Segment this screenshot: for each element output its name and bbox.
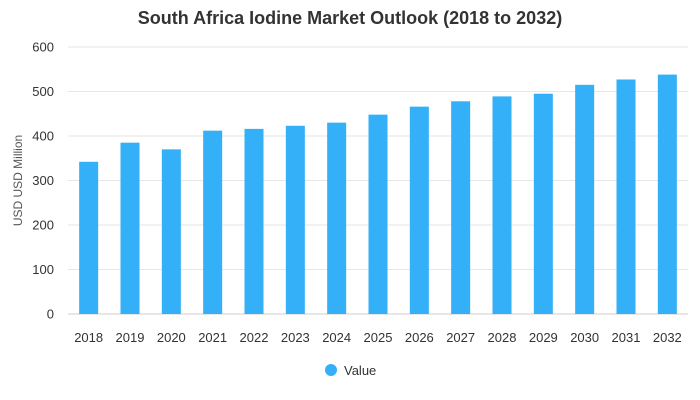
x-axis-ticks: 2018 2019 2020 2021 2022 2023 2024 2025 2026 2027… [74,330,682,345]
legend-label: Value [344,363,376,378]
bar-2022[interactable] [244,128,264,314]
y-tick-label: 300 [32,173,54,188]
x-tick-label: 2029 [529,330,558,345]
bar-2027[interactable] [451,101,471,314]
bar-2031[interactable] [616,79,636,314]
x-tick-label: 2026 [405,330,434,345]
bar-2021[interactable] [203,130,223,314]
x-tick-label: 2031 [612,330,641,345]
chart-title: South Africa Iodine Market Outlook (2018… [137,8,563,28]
y-axis-label: USD USD Million [11,135,25,226]
x-tick-label: 2023 [281,330,310,345]
x-tick-label: 2027 [446,330,475,345]
bar-2019[interactable] [120,142,140,314]
bar-2026[interactable] [409,106,429,314]
x-tick-label: 2030 [570,330,599,345]
y-tick-label: 200 [32,218,54,233]
bar-2023[interactable] [285,125,305,314]
y-tick-label: 600 [32,40,54,55]
bar-2025[interactable] [368,114,388,314]
bar-2028[interactable] [492,96,512,315]
legend[interactable]: Value [325,363,376,378]
x-tick-label: 2019 [116,330,145,345]
bar-2029[interactable] [533,93,553,314]
x-tick-label: 2020 [157,330,186,345]
x-tick-label: 2021 [198,330,227,345]
y-tick-label: 500 [32,84,54,99]
x-tick-label: 2025 [364,330,393,345]
legend-marker [325,364,337,376]
y-tick-label: 100 [32,262,54,277]
x-tick-label: 2018 [74,330,103,345]
bar-2024[interactable] [327,122,347,315]
x-tick-label: 2022 [240,330,269,345]
bars [79,74,677,315]
bar-2018[interactable] [79,161,99,314]
y-tick-label: 0 [47,307,54,322]
y-tick-label: 400 [32,129,54,144]
bar-2030[interactable] [575,84,595,314]
x-tick-label: 2032 [653,330,682,345]
bar-2020[interactable] [161,149,181,314]
bar-2032[interactable] [657,74,677,314]
y-axis-ticks: 0 100 200 300 400 500 600 [32,40,54,322]
x-tick-label: 2028 [488,330,517,345]
x-tick-label: 2024 [322,330,351,345]
